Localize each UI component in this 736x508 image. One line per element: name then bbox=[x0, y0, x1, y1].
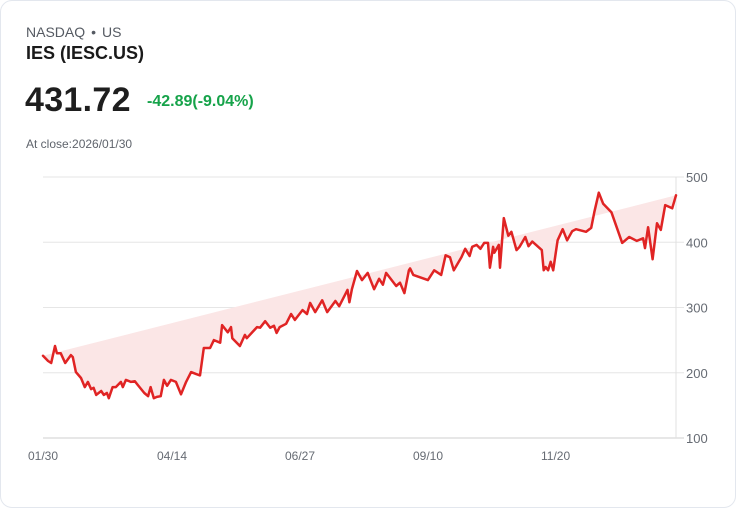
chart-grid bbox=[43, 176, 684, 439]
exchange-info: NASDAQ • US bbox=[26, 24, 121, 40]
exchange-name: NASDAQ bbox=[26, 24, 86, 40]
x-axis: 01/30 04/14 06/27 09/10 11/20 bbox=[28, 449, 570, 463]
x-tick-label: 04/14 bbox=[157, 449, 187, 463]
y-tick-label: 400 bbox=[686, 235, 708, 250]
region: US bbox=[102, 24, 122, 40]
y-tick-label: 300 bbox=[686, 301, 708, 316]
x-tick-label: 06/27 bbox=[285, 449, 315, 463]
stock-title: IES (IESC.US) bbox=[26, 43, 145, 63]
price-line bbox=[41, 191, 678, 400]
separator-dot: • bbox=[91, 24, 97, 40]
y-axis: 100 200 300 400 500 bbox=[686, 170, 708, 446]
price-change: -42.89(-9.04%) bbox=[147, 93, 254, 110]
y-tick-label: 100 bbox=[686, 431, 708, 446]
y-tick-label: 200 bbox=[686, 366, 708, 381]
x-tick-label: 11/20 bbox=[541, 449, 570, 463]
y-tick-label: 500 bbox=[686, 170, 708, 185]
close-date: At close:2026/01/30 bbox=[26, 137, 133, 151]
stock-price: 431.72 bbox=[25, 81, 131, 119]
x-tick-label: 09/10 bbox=[413, 449, 443, 463]
price-area-fill bbox=[43, 192, 676, 399]
x-tick-label: 01/30 bbox=[28, 449, 58, 463]
